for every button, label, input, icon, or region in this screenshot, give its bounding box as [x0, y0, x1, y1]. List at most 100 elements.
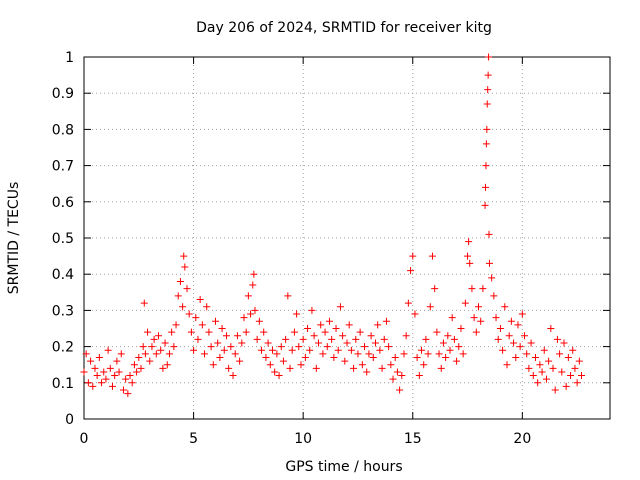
data-point	[525, 364, 533, 372]
data-point	[139, 343, 147, 351]
data-point	[124, 390, 132, 398]
data-point	[262, 353, 270, 361]
data-point	[510, 339, 518, 347]
data-point	[479, 285, 487, 293]
data-point	[108, 382, 116, 390]
data-point	[231, 350, 239, 358]
data-point	[365, 350, 373, 358]
data-point	[468, 285, 476, 293]
data-point	[133, 368, 141, 376]
y-tick-label: 0.4	[52, 267, 74, 283]
data-point	[271, 368, 279, 376]
data-point	[240, 314, 248, 322]
data-point	[492, 314, 500, 322]
data-point	[317, 321, 325, 329]
data-point	[442, 353, 450, 361]
data-point	[277, 343, 285, 351]
data-point	[466, 259, 474, 267]
data-point	[128, 379, 136, 387]
data-point	[490, 292, 498, 300]
data-point	[192, 314, 200, 322]
data-point	[82, 350, 90, 358]
data-point	[551, 386, 559, 394]
data-point	[176, 277, 184, 285]
data-points	[80, 53, 586, 398]
data-point	[418, 346, 426, 354]
data-point	[225, 364, 233, 372]
data-point	[523, 350, 531, 358]
y-tick-label: 0.9	[52, 86, 74, 102]
data-point	[301, 353, 309, 361]
data-point	[444, 332, 452, 340]
data-point	[538, 368, 546, 376]
data-point	[514, 321, 522, 329]
data-point	[113, 357, 121, 365]
data-point	[212, 317, 219, 325]
data-point	[367, 332, 375, 340]
data-point	[148, 343, 156, 351]
data-point	[424, 350, 432, 358]
data-point	[369, 353, 377, 361]
data-point	[140, 299, 148, 307]
data-point	[165, 350, 173, 358]
data-point	[268, 346, 276, 354]
data-point	[404, 299, 412, 307]
data-point	[146, 357, 154, 365]
data-point	[275, 372, 283, 380]
data-point	[352, 335, 360, 343]
data-point	[159, 364, 167, 372]
data-point	[152, 350, 160, 358]
axis-ticks: 00.10.20.30.40.50.60.70.80.910 5 10 15 20	[52, 50, 610, 447]
x-tick-label: 10	[294, 431, 312, 447]
data-point	[400, 350, 408, 358]
data-point	[450, 335, 458, 343]
data-point	[446, 346, 454, 354]
data-point	[433, 328, 441, 336]
data-point	[95, 353, 103, 361]
y-axis-title: SRMTID / TECUs	[6, 182, 22, 295]
data-point	[521, 332, 529, 340]
data-point	[91, 364, 99, 372]
data-point	[308, 306, 316, 314]
data-point	[104, 346, 112, 354]
data-point	[431, 285, 439, 293]
data-point	[93, 372, 101, 380]
data-point	[106, 364, 114, 372]
data-point	[295, 343, 303, 351]
data-point	[180, 252, 188, 260]
data-point	[435, 350, 443, 358]
data-point	[330, 353, 338, 361]
data-point	[402, 332, 410, 340]
data-point	[575, 357, 583, 365]
data-point	[426, 303, 434, 311]
data-point	[238, 339, 246, 347]
data-point	[115, 368, 123, 376]
data-point	[422, 335, 430, 343]
data-point	[130, 361, 138, 369]
data-point	[457, 325, 465, 332]
data-point	[472, 328, 480, 336]
data-point	[304, 325, 312, 332]
data-point	[84, 379, 92, 387]
data-point	[214, 339, 222, 347]
data-point	[347, 346, 355, 354]
data-point	[345, 321, 353, 329]
data-point	[569, 346, 577, 354]
data-point	[485, 53, 493, 61]
data-point	[483, 100, 491, 108]
data-point	[354, 350, 362, 358]
chart-title: Day 206 of 2024, SRMTID for receiver kit…	[196, 20, 492, 36]
data-point	[332, 325, 340, 332]
data-point	[255, 317, 263, 325]
data-point	[507, 317, 515, 325]
data-point	[179, 303, 187, 311]
data-point	[374, 321, 382, 329]
data-point	[98, 379, 106, 387]
plot-frame	[83, 56, 611, 420]
data-point	[87, 357, 95, 365]
data-point	[260, 328, 268, 336]
data-point	[482, 140, 490, 148]
data-point	[290, 328, 298, 336]
grid	[84, 57, 610, 419]
data-point	[209, 361, 217, 369]
